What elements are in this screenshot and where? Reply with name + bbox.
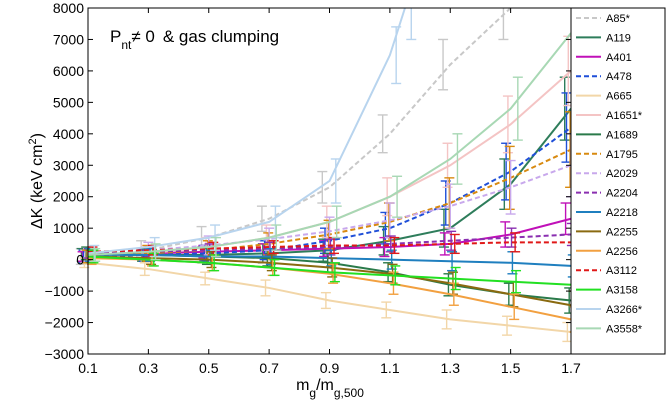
legend-item: A2204: [576, 188, 638, 200]
legend-label: A2218: [606, 207, 638, 219]
y-tick-label: 7000: [53, 31, 84, 47]
y-tick-label: 2000: [53, 189, 84, 205]
legend-label: A665: [606, 91, 632, 103]
legend-item: A478: [576, 71, 632, 83]
series-line: [87, 7, 406, 255]
legend-item: A3112: [576, 265, 637, 277]
y-tick-label: 6000: [53, 63, 84, 79]
y-tick-label: 1000: [53, 220, 84, 236]
series-line: [87, 255, 572, 286]
legend-item: A3158: [576, 285, 638, 297]
x-axis-label: mg/mg,500: [296, 377, 364, 400]
legend-label: A3558*: [606, 323, 643, 335]
y-tick-label: −3000: [45, 346, 85, 362]
legend-item: A2218: [576, 207, 638, 219]
legend-item: A119: [576, 32, 631, 44]
legend-label: A119: [606, 32, 631, 44]
series-layer: [75, 7, 584, 343]
series-a665: [79, 257, 573, 343]
legend: A85* A119 A401 A478 A665 A1651* A1689 A1795 A202…: [576, 13, 643, 335]
legend-item: A85*: [576, 13, 631, 25]
annotation-label: Pnt≠ 0 & gas clumping: [110, 27, 279, 52]
x-tick-label: 1.7: [561, 360, 581, 376]
y-tick-label: 0: [76, 252, 84, 268]
legend-label: A2204: [606, 188, 638, 200]
legend-label: A3112: [606, 265, 637, 277]
series-line: [87, 7, 512, 258]
x-tick-label: 1.5: [501, 360, 521, 376]
legend-item: A1651*: [576, 110, 643, 122]
x-tick-label: 0.9: [320, 360, 340, 376]
y-tick-label: −2000: [45, 315, 85, 331]
series-line: [87, 255, 572, 307]
y-tick-label: −1000: [45, 283, 85, 299]
legend-item: A2255: [576, 226, 638, 238]
y-tick-label: 8000: [53, 0, 84, 16]
legend-label: A1689: [606, 129, 638, 141]
legend-item: A2029: [576, 168, 638, 180]
series-line: [87, 233, 572, 255]
legend-item: A2256: [576, 246, 638, 258]
legend-label: A85*: [606, 13, 631, 25]
y-tick-label: 3000: [53, 157, 84, 173]
axes-layer: 0.1 0.3 0.5 0.7 0.9 1.1 1.3 1.5 1.7 −3000 −2000 −10…: [45, 0, 581, 376]
legend-label: A478: [606, 71, 632, 83]
legend-label: A1795: [606, 149, 638, 161]
legend-item: A1689: [576, 129, 638, 141]
y-tick-label: 5000: [53, 94, 84, 110]
legend-item: A3266*: [576, 304, 643, 316]
legend-label: A3266*: [606, 304, 643, 316]
legend-item: A3558*: [576, 323, 643, 335]
y-axis-label: ΔK (keV cm2): [27, 133, 46, 229]
legend-label: A2029: [606, 168, 638, 180]
legend-item: A401: [576, 52, 632, 64]
legend-label: A2256: [606, 246, 638, 258]
series-line: [87, 261, 572, 333]
x-tick-label: 1.3: [441, 360, 461, 376]
x-tick-label: 0.7: [259, 360, 279, 376]
x-tick-label: 1.1: [380, 360, 400, 376]
x-tick-label: 0.3: [139, 360, 159, 376]
legend-label: A3158: [606, 285, 638, 297]
legend-label: A2255: [606, 226, 638, 238]
legend-item: A665: [576, 91, 632, 103]
legend-label: A401: [606, 52, 632, 64]
legend-label: A1651*: [606, 110, 643, 122]
legend-item: A1795: [576, 149, 638, 161]
x-tick-label: 0.1: [78, 360, 98, 376]
legend-box: [570, 7, 666, 355]
y-tick-label: 4000: [53, 126, 84, 142]
x-tick-label: 0.5: [199, 360, 219, 376]
series-line: [87, 32, 572, 256]
